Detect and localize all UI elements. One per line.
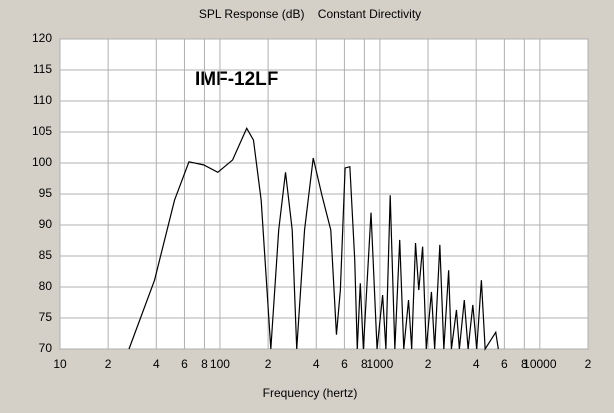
response-line (128, 126, 499, 351)
x-tick-label: 2 (425, 357, 432, 371)
y-tick-label: 95 (39, 186, 53, 200)
x-tick-label: 2 (105, 357, 112, 371)
x-tick-label: 2 (585, 357, 592, 371)
y-tick-label: 90 (39, 217, 53, 231)
y-tick-label: 120 (32, 31, 52, 45)
x-tick-label: 6 (501, 357, 508, 371)
y-tick-label: 70 (39, 341, 53, 355)
y-tick-label: 115 (33, 62, 52, 76)
x-tick-label: 4 (313, 357, 320, 371)
x-tick-label: 10000 (523, 357, 557, 371)
y-tick-label: 105 (32, 124, 52, 138)
annotation: IMF-12LF (195, 69, 278, 90)
x-tick-label: 4 (473, 357, 480, 371)
x-axis-label: Frequency (hertz) (263, 386, 358, 400)
y-tick-label: 100 (32, 155, 52, 169)
y-tick-label: 85 (39, 248, 53, 262)
y-tick-label: 80 (39, 279, 53, 293)
x-tick-label: 1000 (367, 357, 394, 371)
x-tick-label: 6 (341, 357, 348, 371)
x-tick-label: 8 (201, 357, 208, 371)
x-tick-label: 2 (265, 357, 272, 371)
y-tick-label: 110 (33, 93, 52, 107)
y-tick-label: 75 (39, 310, 53, 324)
x-tick-label: 8 (361, 357, 368, 371)
x-tick-label: 6 (181, 357, 188, 371)
x-tick-label: 8 (521, 357, 528, 371)
chart-title: SPL Response (dB) Constant Directivity (199, 7, 421, 21)
x-tick-label: 100 (210, 357, 230, 371)
x-tick-label: 4 (153, 357, 160, 371)
x-tick-label: 10 (53, 357, 67, 371)
